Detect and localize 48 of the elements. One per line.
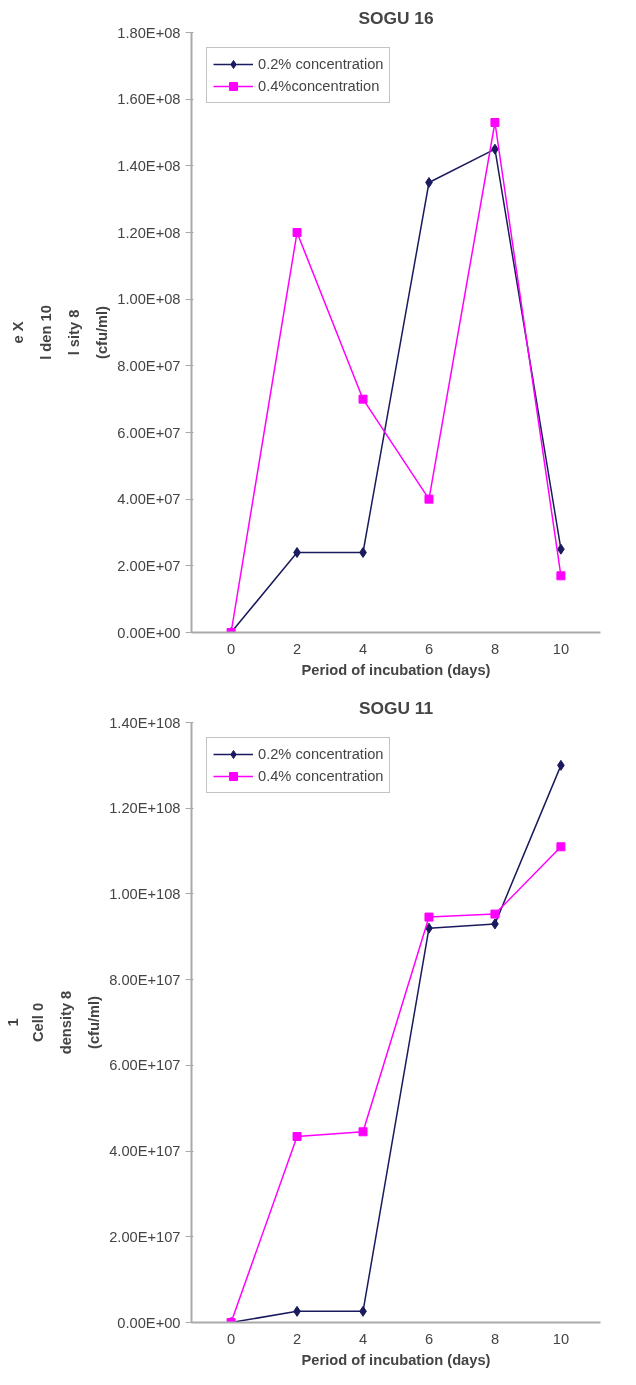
- y-axis-title: (cfu/ml) density 8 Cell 0 1: [4, 990, 102, 1055]
- chart-title: SOGU 16: [358, 7, 434, 28]
- y-tick-label: 2.00E+107: [109, 1228, 181, 1245]
- point: [293, 547, 301, 558]
- y-tick-label: 4.00E+107: [109, 1143, 181, 1160]
- y-tick-label: 6.00E+07: [117, 424, 181, 441]
- y-tick-label: 2.00E+07: [117, 557, 181, 574]
- y-tick-label: 1.20E+108: [109, 800, 181, 817]
- y-tick-label: 6.00E+107: [109, 1057, 181, 1074]
- x-tick-label: 6: [424, 1330, 434, 1347]
- legend-label: 0.2% concentration: [258, 746, 384, 762]
- x-axis-title: Period of incubation (days): [301, 1351, 491, 1368]
- x-tick-label: 0: [227, 1330, 236, 1347]
- point: [292, 228, 302, 237]
- point: [359, 547, 367, 558]
- legend-label: 0.4% concentration: [258, 768, 384, 784]
- x-tick-label: 2: [292, 1330, 302, 1347]
- x-tick-label: 10: [552, 1330, 570, 1347]
- y-tick-label: 0.00E+00: [117, 1314, 181, 1331]
- y-tick-label: 1.20E+08: [117, 224, 181, 241]
- y-tick-label: 1.40E+108: [109, 714, 181, 731]
- y-tick-label: 1.60E+08: [117, 91, 181, 108]
- y-tick-label: 4.00E+07: [117, 491, 181, 508]
- y-tick-label: 1.40E+08: [117, 157, 181, 174]
- x-tick-label: 10: [552, 640, 570, 657]
- legend-label: 0.2% concentration: [258, 56, 384, 72]
- point: [425, 177, 433, 188]
- point: [490, 118, 500, 127]
- point: [424, 494, 434, 504]
- x-tick-label: 4: [358, 640, 368, 657]
- x-tick-label: 0: [227, 640, 236, 657]
- y-tick-label: 1.80E+08: [117, 24, 181, 41]
- y-axis-title: (cfu/ml) l sity 8 l den 10 e X: [9, 305, 110, 360]
- y-tick-label: 8.00E+107: [109, 971, 181, 988]
- point: [556, 571, 566, 581]
- x-axis-title: Period of incubation (days): [301, 661, 491, 678]
- y-tick-label: 8.00E+07: [117, 357, 181, 374]
- x-tick-label: 4: [358, 1330, 368, 1347]
- chart-title: SOGU 11: [358, 697, 434, 718]
- legend-label: 0.4%concentration: [258, 78, 380, 94]
- y-tick-label: 0.00E+00: [117, 624, 181, 641]
- x-tick-label: 6: [424, 640, 434, 657]
- x-tick-label: 8: [490, 1330, 500, 1347]
- y-tick-label: 1.00E+08: [117, 291, 181, 308]
- y-tick-label: 1.00E+108: [109, 885, 181, 902]
- x-tick-label: 8: [490, 640, 500, 657]
- x-tick-label: 2: [292, 640, 302, 657]
- point: [358, 394, 368, 404]
